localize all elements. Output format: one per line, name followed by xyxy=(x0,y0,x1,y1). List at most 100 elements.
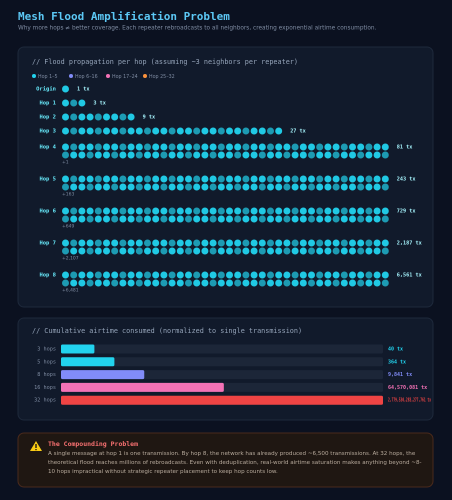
tx-dot xyxy=(160,271,168,279)
tx-dot xyxy=(78,183,86,191)
bar-value-label: 9,841 tx xyxy=(388,372,412,378)
tx-dot xyxy=(332,143,340,151)
tx-dot xyxy=(144,271,151,279)
tx-dot xyxy=(217,175,225,183)
tx-dot xyxy=(275,215,283,223)
tx-dot xyxy=(193,143,201,151)
bar xyxy=(61,395,383,405)
tx-dot xyxy=(119,175,127,183)
tx-dot xyxy=(226,239,233,247)
tx-dot xyxy=(226,247,233,255)
tx-dot xyxy=(193,151,201,159)
tx-dot xyxy=(275,183,283,191)
row-label: Hop 1 xyxy=(39,101,56,107)
tx-dot xyxy=(127,247,135,255)
bar-label: 8 hops xyxy=(37,372,56,378)
tx-dot xyxy=(70,279,78,287)
tx-dot xyxy=(103,175,110,183)
tx-dot xyxy=(340,143,348,151)
tx-dot xyxy=(365,143,373,151)
tx-dot xyxy=(144,151,151,159)
tx-dot xyxy=(78,99,86,107)
tx-dot xyxy=(365,183,373,191)
panel-title: // Cumulative airtime consumed (normaliz… xyxy=(32,327,302,335)
tx-dot xyxy=(299,279,307,287)
tx-dot xyxy=(217,127,225,135)
tx-dot xyxy=(127,127,135,135)
tx-dot xyxy=(234,239,242,247)
tx-dot xyxy=(201,247,209,255)
tx-dot xyxy=(299,207,307,215)
tx-dot xyxy=(332,239,340,247)
tx-dot xyxy=(242,271,250,279)
tx-dot xyxy=(308,215,315,223)
tx-dot xyxy=(226,183,233,191)
tx-dot xyxy=(381,183,389,191)
tx-dot xyxy=(176,143,184,151)
overflow-label: +2,107 xyxy=(62,256,79,262)
tx-dot xyxy=(349,183,356,191)
overflow-label: +6,481 xyxy=(62,288,79,294)
tx-dot xyxy=(217,183,225,191)
tx-dot xyxy=(160,239,168,247)
tx-dot xyxy=(267,183,274,191)
tx-dot xyxy=(308,279,315,287)
tx-dot xyxy=(324,151,332,159)
tx-dot xyxy=(176,247,184,255)
tx-dot xyxy=(316,239,324,247)
tx-dot xyxy=(78,215,86,223)
tx-dot xyxy=(135,175,143,183)
overflow-label: +649 xyxy=(62,224,74,230)
warning-icon-mark xyxy=(35,444,37,448)
tx-dot xyxy=(86,239,94,247)
tx-dot xyxy=(168,207,176,215)
tx-dot xyxy=(209,247,217,255)
tx-dot xyxy=(283,239,291,247)
tx-dot xyxy=(250,247,258,255)
tx-dot xyxy=(308,151,315,159)
tx-dot xyxy=(357,151,365,159)
tx-dot xyxy=(176,175,184,183)
tx-dot xyxy=(250,175,258,183)
tx-dot xyxy=(62,85,69,93)
tx-dot xyxy=(291,247,299,255)
tx-dot xyxy=(135,271,143,279)
row-label: Hop 8 xyxy=(39,273,56,279)
tx-dot xyxy=(70,175,78,183)
tx-dot xyxy=(217,215,225,223)
tx-dot xyxy=(234,151,242,159)
tx-dot xyxy=(119,215,127,223)
tx-dot xyxy=(242,279,250,287)
tx-dot xyxy=(176,207,184,215)
tx-dot xyxy=(144,247,151,255)
tx-dot xyxy=(94,247,102,255)
tx-dot xyxy=(94,271,102,279)
tx-dot xyxy=(62,215,69,223)
tx-dot xyxy=(78,239,86,247)
tx-dot xyxy=(201,279,209,287)
bar-value-label: 64,570,081 tx xyxy=(388,385,427,391)
tx-dot xyxy=(168,175,176,183)
bar-value-label: 364 tx xyxy=(388,359,406,365)
tx-dot xyxy=(373,183,381,191)
tx-dot xyxy=(135,127,143,135)
tx-dot xyxy=(176,215,184,223)
tx-dot xyxy=(234,279,242,287)
tx-dot xyxy=(193,207,201,215)
tx-dot xyxy=(316,247,324,255)
tx-dot xyxy=(144,207,151,215)
legend-swatch xyxy=(106,74,110,78)
tx-dot xyxy=(275,247,283,255)
tx-dot xyxy=(94,215,102,223)
tx-dot xyxy=(267,271,274,279)
tx-dot xyxy=(94,207,102,215)
tx-dot xyxy=(209,271,217,279)
tx-dot xyxy=(193,271,201,279)
overflow-label: +1 xyxy=(62,160,69,166)
tx-dot xyxy=(160,127,168,135)
tx-dot xyxy=(176,151,184,159)
tx-dot xyxy=(299,183,307,191)
tx-dot xyxy=(103,183,110,191)
tx-dot xyxy=(324,279,332,287)
tx-dot xyxy=(258,175,266,183)
